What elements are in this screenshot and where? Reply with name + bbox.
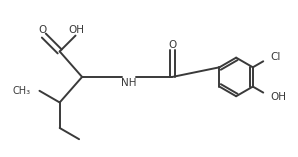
Text: OH: OH (270, 92, 286, 102)
Text: OH: OH (68, 25, 84, 35)
Text: CH₃: CH₃ (13, 86, 31, 96)
Text: O: O (168, 40, 176, 50)
Text: Cl: Cl (270, 52, 280, 62)
Text: O: O (38, 25, 46, 35)
Text: NH: NH (121, 78, 136, 88)
